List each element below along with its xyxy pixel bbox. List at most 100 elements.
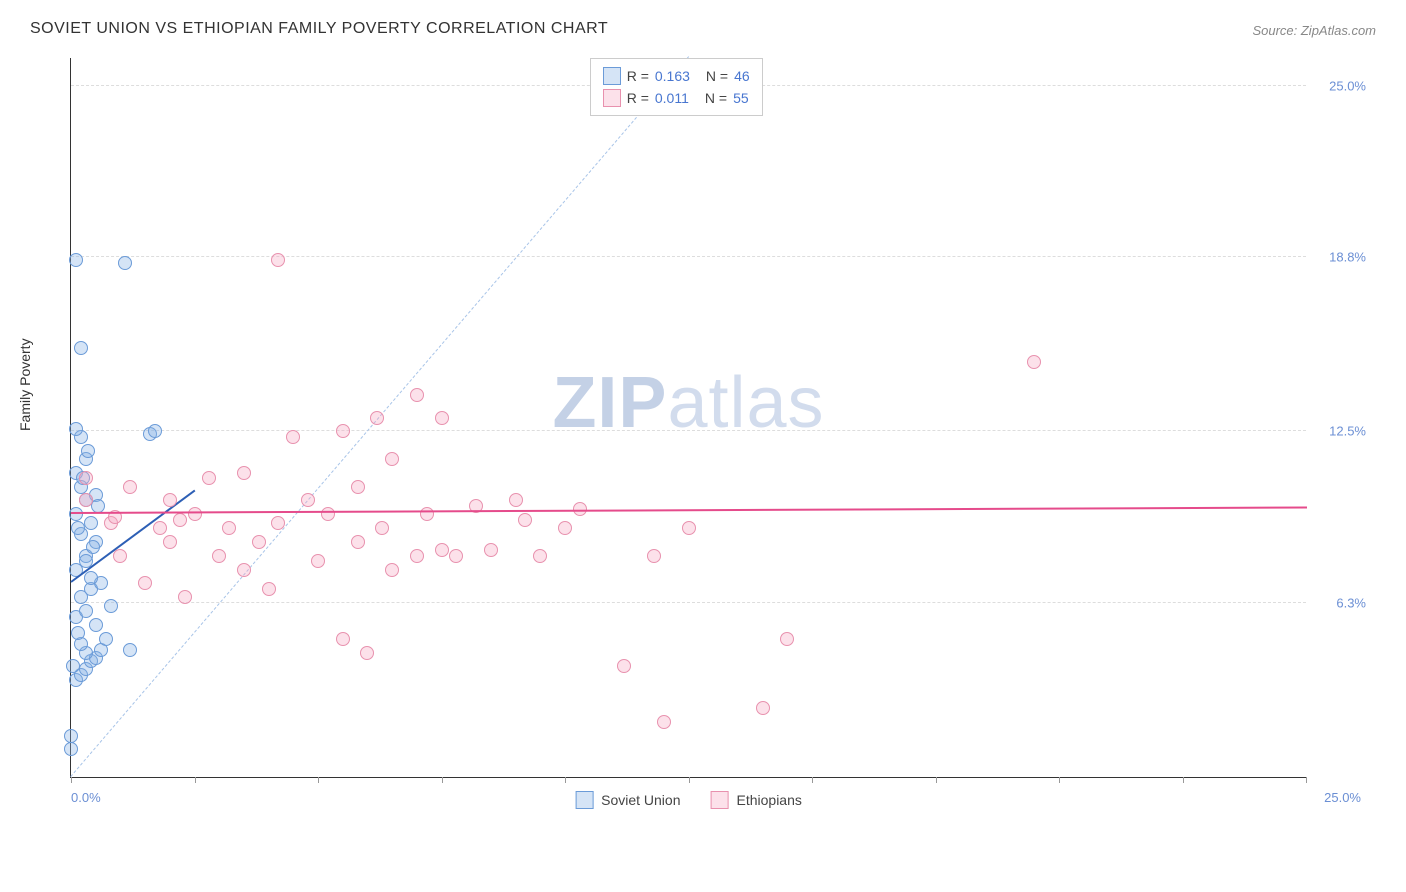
gridline xyxy=(71,602,1306,603)
data-point xyxy=(351,480,365,494)
x-tick xyxy=(195,777,196,783)
data-point xyxy=(509,493,523,507)
x-tick xyxy=(1183,777,1184,783)
data-point xyxy=(153,521,167,535)
data-point xyxy=(118,256,132,270)
data-point xyxy=(71,521,85,535)
data-point xyxy=(385,452,399,466)
series-legend: Soviet Union Ethiopians xyxy=(575,791,802,809)
x-tick xyxy=(442,777,443,783)
x-tick xyxy=(1059,777,1060,783)
stats-legend-row: R = 0.011 N = 55 xyxy=(603,87,750,109)
legend-label: Ethiopians xyxy=(737,792,802,808)
legend-item: Soviet Union xyxy=(575,791,680,809)
data-point xyxy=(1027,355,1041,369)
legend-swatch xyxy=(603,89,621,107)
data-point xyxy=(212,549,226,563)
x-axis-max-label: 25.0% xyxy=(1324,790,1361,805)
data-point xyxy=(351,535,365,549)
data-point xyxy=(64,729,78,743)
chart-container: Family Poverty ZIPatlas 0.0% 25.0% Sovie… xyxy=(55,48,1376,838)
watermark: ZIPatlas xyxy=(552,362,824,444)
data-point xyxy=(178,590,192,604)
data-point xyxy=(435,543,449,557)
data-point xyxy=(84,571,98,585)
data-point xyxy=(533,549,547,563)
data-point xyxy=(74,341,88,355)
data-point xyxy=(123,643,137,657)
data-point xyxy=(410,549,424,563)
trend-line xyxy=(71,507,1307,515)
data-point xyxy=(202,471,216,485)
data-point xyxy=(336,632,350,646)
x-tick xyxy=(1306,777,1307,783)
data-point xyxy=(71,626,85,640)
x-axis-min-label: 0.0% xyxy=(71,790,101,805)
data-point xyxy=(518,513,532,527)
r-label: R = xyxy=(627,90,649,106)
legend-swatch xyxy=(575,791,593,809)
y-tick-label: 6.3% xyxy=(1336,595,1366,610)
data-point xyxy=(69,507,83,521)
data-point xyxy=(321,507,335,521)
data-point xyxy=(79,604,93,618)
data-point xyxy=(163,535,177,549)
data-point xyxy=(311,554,325,568)
data-point xyxy=(301,493,315,507)
legend-item: Ethiopians xyxy=(711,791,802,809)
data-point xyxy=(262,582,276,596)
x-tick xyxy=(812,777,813,783)
data-point xyxy=(252,535,266,549)
n-label: N = xyxy=(705,90,727,106)
data-point xyxy=(271,253,285,267)
source-attribution: Source: ZipAtlas.com xyxy=(1252,23,1376,38)
data-point xyxy=(360,646,374,660)
data-point xyxy=(148,424,162,438)
data-point xyxy=(484,543,498,557)
plot-area: ZIPatlas 0.0% 25.0% Soviet UnionEthiopia… xyxy=(70,58,1306,778)
data-point xyxy=(163,493,177,507)
r-label: R = xyxy=(627,68,649,84)
data-point xyxy=(69,422,83,436)
x-tick xyxy=(71,777,72,783)
n-value: 55 xyxy=(733,90,749,106)
y-tick-label: 12.5% xyxy=(1329,424,1366,439)
data-point xyxy=(336,424,350,438)
n-value: 46 xyxy=(734,68,750,84)
data-point xyxy=(558,521,572,535)
data-point xyxy=(780,632,794,646)
stats-legend-row: R =0.163N =46 xyxy=(603,65,750,87)
n-label: N = xyxy=(706,68,728,84)
data-point xyxy=(449,549,463,563)
data-point xyxy=(79,471,93,485)
data-point xyxy=(104,599,118,613)
data-point xyxy=(657,715,671,729)
data-point xyxy=(271,516,285,530)
data-point xyxy=(84,516,98,530)
data-point xyxy=(647,549,661,563)
data-point xyxy=(113,549,127,563)
stats-legend: R =0.163N =46R =0.011N =55 xyxy=(590,58,763,116)
data-point xyxy=(66,659,80,673)
data-point xyxy=(86,540,100,554)
legend-label: Soviet Union xyxy=(601,792,680,808)
data-point xyxy=(617,659,631,673)
data-point xyxy=(385,563,399,577)
data-point xyxy=(81,444,95,458)
gridline xyxy=(71,256,1306,257)
x-tick xyxy=(565,777,566,783)
x-tick xyxy=(689,777,690,783)
chart-title: SOVIET UNION VS ETHIOPIAN FAMILY POVERTY… xyxy=(30,20,608,38)
r-value: 0.011 xyxy=(655,90,689,106)
legend-swatch xyxy=(711,791,729,809)
data-point xyxy=(410,388,424,402)
data-point xyxy=(222,521,236,535)
data-point xyxy=(99,632,113,646)
data-point xyxy=(237,563,251,577)
data-point xyxy=(756,701,770,715)
data-point xyxy=(188,507,202,521)
x-tick xyxy=(936,777,937,783)
data-point xyxy=(375,521,389,535)
y-axis-title: Family Poverty xyxy=(17,338,33,431)
data-point xyxy=(370,411,384,425)
